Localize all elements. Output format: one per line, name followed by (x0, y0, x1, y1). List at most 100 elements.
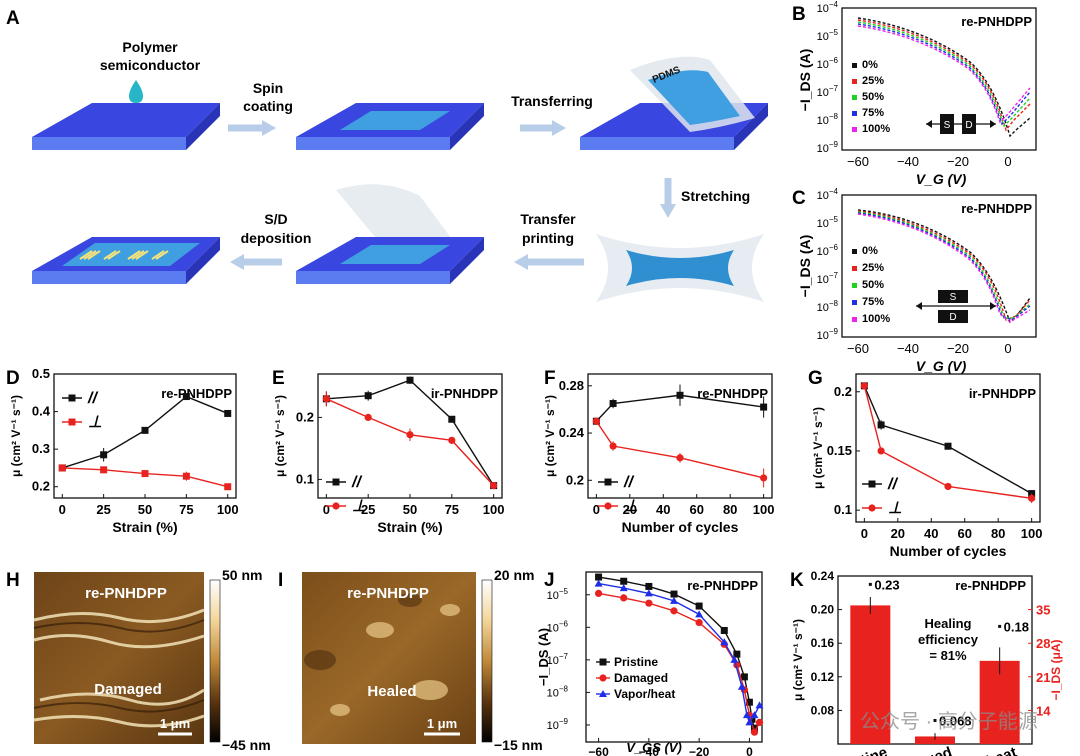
legend-label: ⊥ (352, 498, 366, 515)
x-tick-label: 25 (361, 502, 375, 517)
svg-text:H: H (6, 570, 20, 591)
stretch-label: Stretching (681, 188, 750, 204)
y-tick-label: 0.1 (834, 502, 852, 517)
svg-text:−60: −60 (847, 341, 869, 356)
svg-text:0: 0 (1004, 341, 1011, 356)
legend-marker (599, 658, 607, 666)
panel-letter-g: G (808, 368, 823, 389)
x-tick-label: 0 (746, 745, 753, 756)
data-point (224, 483, 232, 491)
x-tick-label: 100 (217, 502, 239, 517)
data-point (877, 421, 885, 429)
panel-c-device-icon: S D (916, 290, 996, 323)
svg-text:10−6: 10−6 (817, 56, 839, 71)
y2-tick-label: 14 (1036, 703, 1051, 718)
svg-text:−45 nm: −45 nm (222, 737, 271, 753)
y-axis-label: μ (cm² V⁻¹ s⁻¹) (273, 395, 287, 477)
panel-k-chart: K 0.08 0.12 0.16 0.20 0.24 14 21 28 35 μ (cm² V⁻¹ … (790, 569, 1063, 756)
y-tick-label: 0.28 (559, 378, 584, 393)
y-axis-label: μ (cm² V⁻¹ s⁻¹) (811, 407, 825, 489)
data-point (100, 451, 108, 459)
x-tick-label: 80 (723, 502, 737, 517)
transferprint-label-2: printing (522, 230, 574, 246)
plot-frame (855, 373, 1041, 523)
panel-letter-b: B (792, 4, 806, 25)
chart-title: ir-PNHDPP (969, 386, 1037, 401)
x-tick-label: 40 (656, 502, 670, 517)
panel-c-title: re-PNHDPP (961, 201, 1032, 216)
data-point (594, 589, 603, 598)
data-point (745, 698, 753, 706)
svg-text:10−6: 10−6 (817, 243, 839, 258)
x-axis-label: Strain (%) (112, 519, 177, 535)
data-point (737, 682, 746, 690)
point-marker (933, 718, 937, 722)
legend-marker (868, 480, 876, 488)
svg-text:10−5: 10−5 (817, 215, 839, 230)
legend-marker (604, 478, 612, 486)
legend-label: ⊥ (888, 500, 902, 517)
polymer-label-1: Polymer (122, 39, 178, 55)
legend-marker (599, 674, 607, 682)
panel-b-xlabel: V_G (V) (916, 171, 967, 187)
data-point (944, 442, 952, 450)
data-point (594, 579, 603, 587)
data-point (745, 718, 754, 726)
data-point (58, 464, 66, 472)
legend-label: // (351, 474, 362, 491)
substrate-1 (32, 103, 220, 150)
data-point (448, 436, 456, 444)
y-tick-label: 0.15 (827, 443, 852, 458)
panel-letter-f: F (544, 368, 556, 389)
legend-marker (332, 478, 340, 486)
y-tick-label: 0.2 (566, 472, 584, 487)
spin-label-2: coating (243, 98, 293, 114)
x-tick-label: 100 (483, 502, 505, 517)
svg-text:50 nm: 50 nm (222, 567, 262, 583)
legend-label: Damaged (614, 671, 668, 685)
svg-text:10−4: 10−4 (817, 0, 839, 15)
data-point (182, 472, 190, 480)
data-point (750, 724, 758, 732)
data-point (695, 618, 703, 627)
svg-text:75%: 75% (862, 296, 884, 308)
healing-note-2: efficiency (918, 632, 979, 647)
data-point (676, 454, 684, 462)
data-point (1028, 494, 1036, 502)
data-point (670, 607, 678, 615)
svg-text:25%: 25% (862, 75, 884, 87)
y-tick-label: 0.2 (32, 479, 50, 494)
transferprint-label-1: Transfer (520, 211, 576, 227)
chart-title: re-PNHDPP (697, 386, 768, 401)
legend-marker (332, 502, 340, 510)
polymer-label-2: semiconductor (100, 57, 201, 73)
panel-d-chart: D 0 25 50 75 100 0.2 0.3 0.4 0.5 Strain (%) μ (cm² … (6, 366, 239, 535)
category-label: Pristine (832, 744, 890, 756)
svg-text:100%: 100% (862, 123, 890, 135)
svg-text:1 μm: 1 μm (160, 716, 190, 731)
panel-b-transfer-curves: B re-PNHDPP 10−4 10−5 10−6 10−7 10−8 10−… (792, 0, 1037, 187)
data-point (733, 650, 741, 658)
x-tick-label: 60 (689, 502, 703, 517)
bar (915, 736, 955, 744)
series-line-1 (326, 398, 495, 487)
y-tick-label: 10−9 (547, 717, 569, 732)
x-tick-label: 50 (403, 502, 417, 517)
substrate-5 (296, 184, 484, 284)
svg-text:−40: −40 (897, 154, 919, 169)
svg-text:10−8: 10−8 (817, 112, 839, 127)
svg-text:10−9: 10−9 (817, 140, 839, 155)
y-tick-label: 0.1 (296, 471, 314, 486)
x-tick-label: 40 (924, 526, 938, 541)
data-point (100, 466, 108, 474)
data-point (406, 431, 414, 439)
legend-label: // (87, 390, 98, 407)
svg-text:I: I (278, 570, 283, 591)
x-tick-label: 20 (891, 526, 905, 541)
y-tick-label: 0.3 (32, 441, 50, 456)
data-point (860, 382, 868, 390)
panel-b-ylabel: −I_DS (A) (797, 49, 813, 112)
svg-text:−20: −20 (947, 154, 969, 169)
chart-title: re-PNHDPP (687, 578, 758, 593)
data-point (760, 474, 768, 482)
